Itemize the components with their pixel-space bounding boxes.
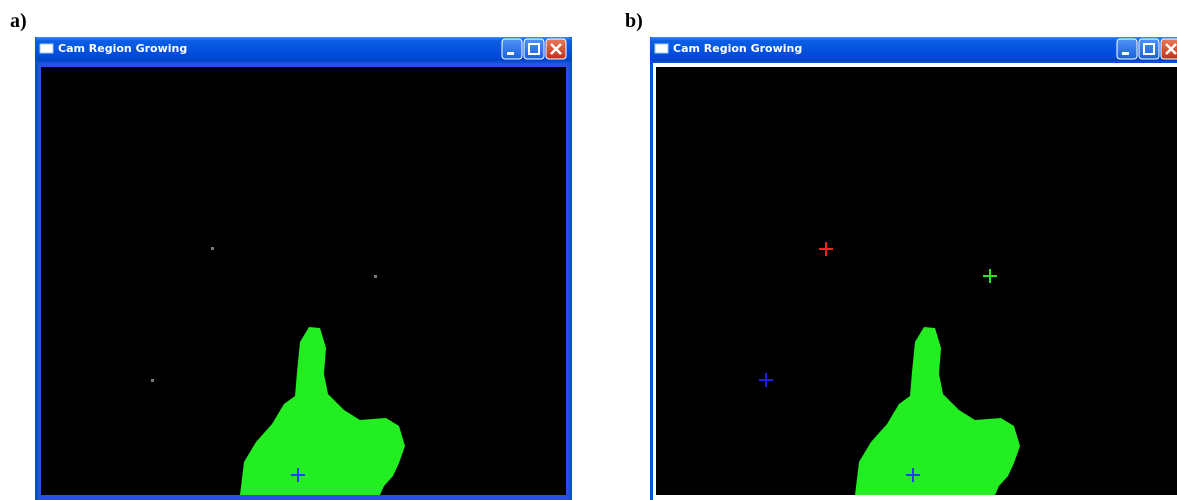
window-icon	[655, 44, 668, 53]
minimize-button[interactable]	[1117, 39, 1137, 59]
window-title: Cam Region Growing	[673, 42, 802, 55]
minimize-glyph	[507, 52, 514, 55]
close-button[interactable]	[1161, 39, 1177, 59]
figure: a) Cam Region Growing b) Cam Region Growing	[0, 0, 1177, 500]
panel: b) Cam Region Growing	[625, 10, 1177, 500]
minimize-button[interactable]	[502, 39, 522, 59]
panel-label: b)	[625, 10, 643, 32]
window: Cam Region Growing	[650, 37, 1177, 500]
noise-pixel	[374, 275, 377, 278]
noise-pixel	[151, 379, 154, 382]
page: a) Cam Region Growing b) Cam Region Growing…	[0, 0, 1177, 500]
noise-pixel	[211, 247, 214, 250]
window: Cam Region Growing	[35, 37, 572, 500]
window-icon	[40, 44, 53, 53]
maximize-button[interactable]	[1139, 39, 1159, 59]
panel: a) Cam Region Growing	[10, 10, 572, 500]
window-title: Cam Region Growing	[58, 42, 187, 55]
panel-label: a)	[10, 10, 27, 32]
minimize-glyph	[1122, 52, 1129, 55]
maximize-button[interactable]	[524, 39, 544, 59]
